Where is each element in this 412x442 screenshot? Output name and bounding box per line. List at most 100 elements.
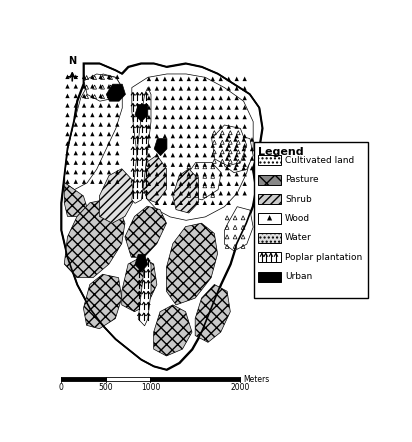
Polygon shape — [171, 95, 175, 100]
Polygon shape — [194, 200, 199, 205]
Polygon shape — [90, 132, 94, 136]
Polygon shape — [82, 132, 86, 136]
Polygon shape — [171, 172, 175, 176]
Polygon shape — [66, 75, 70, 79]
Polygon shape — [155, 143, 159, 148]
Polygon shape — [155, 124, 159, 129]
Polygon shape — [241, 156, 246, 161]
Polygon shape — [155, 105, 159, 110]
Polygon shape — [74, 132, 78, 136]
Polygon shape — [171, 86, 175, 91]
Polygon shape — [234, 105, 239, 110]
Polygon shape — [107, 179, 111, 184]
Polygon shape — [203, 143, 207, 148]
Text: Water: Water — [285, 233, 311, 242]
Polygon shape — [179, 133, 183, 138]
Polygon shape — [194, 86, 199, 91]
Text: 500: 500 — [98, 383, 113, 392]
Polygon shape — [211, 76, 215, 81]
Polygon shape — [211, 114, 215, 119]
Polygon shape — [82, 84, 86, 88]
Polygon shape — [115, 75, 119, 79]
Polygon shape — [107, 132, 111, 136]
Polygon shape — [227, 86, 231, 91]
Polygon shape — [179, 95, 183, 100]
Polygon shape — [227, 200, 231, 205]
Polygon shape — [194, 162, 199, 167]
Polygon shape — [82, 141, 86, 146]
Text: 0: 0 — [59, 383, 63, 392]
Text: Meters: Meters — [244, 374, 270, 384]
Polygon shape — [98, 179, 103, 184]
Polygon shape — [194, 133, 199, 138]
Polygon shape — [74, 103, 78, 108]
Polygon shape — [107, 75, 111, 79]
Polygon shape — [147, 172, 151, 176]
Polygon shape — [234, 191, 239, 195]
Polygon shape — [233, 137, 238, 142]
Polygon shape — [155, 191, 159, 195]
Polygon shape — [90, 122, 94, 127]
Polygon shape — [234, 133, 239, 138]
Polygon shape — [187, 191, 191, 195]
Polygon shape — [243, 143, 247, 148]
Polygon shape — [203, 114, 207, 119]
Polygon shape — [171, 124, 175, 129]
Polygon shape — [66, 132, 70, 136]
Text: Cultivated land: Cultivated land — [285, 156, 354, 165]
Polygon shape — [98, 113, 103, 117]
Polygon shape — [90, 84, 94, 88]
Polygon shape — [66, 179, 70, 184]
Polygon shape — [98, 84, 103, 88]
Polygon shape — [98, 122, 103, 127]
Polygon shape — [171, 153, 175, 157]
Polygon shape — [187, 172, 191, 176]
Polygon shape — [90, 103, 94, 108]
Polygon shape — [82, 179, 86, 184]
Polygon shape — [211, 124, 215, 129]
Polygon shape — [147, 153, 151, 157]
Polygon shape — [66, 122, 70, 127]
Text: Wood: Wood — [285, 214, 310, 223]
Polygon shape — [90, 94, 94, 98]
Polygon shape — [163, 124, 167, 129]
Polygon shape — [250, 147, 254, 151]
Polygon shape — [243, 153, 247, 157]
Polygon shape — [203, 86, 207, 91]
Polygon shape — [194, 153, 199, 157]
Polygon shape — [203, 181, 207, 186]
Polygon shape — [219, 86, 223, 91]
Polygon shape — [203, 162, 207, 167]
Polygon shape — [82, 103, 86, 108]
Polygon shape — [155, 181, 159, 186]
Polygon shape — [225, 137, 229, 142]
Bar — [150, 377, 240, 381]
Polygon shape — [243, 105, 247, 110]
Polygon shape — [171, 200, 175, 205]
Polygon shape — [234, 153, 239, 157]
Polygon shape — [171, 114, 175, 119]
Polygon shape — [98, 151, 103, 155]
Polygon shape — [203, 124, 207, 129]
Polygon shape — [98, 94, 103, 98]
Polygon shape — [98, 132, 103, 136]
Polygon shape — [179, 86, 183, 91]
Polygon shape — [107, 84, 111, 88]
Polygon shape — [179, 191, 183, 195]
Polygon shape — [66, 94, 70, 98]
Polygon shape — [147, 105, 151, 110]
Polygon shape — [227, 124, 231, 129]
Polygon shape — [179, 105, 183, 110]
Polygon shape — [171, 76, 175, 81]
Polygon shape — [211, 105, 215, 110]
Polygon shape — [243, 95, 247, 100]
Bar — [254, 141, 368, 298]
Polygon shape — [163, 172, 167, 176]
Polygon shape — [233, 156, 238, 161]
Polygon shape — [163, 114, 167, 119]
Text: Urban: Urban — [285, 272, 312, 281]
Polygon shape — [163, 76, 167, 81]
Polygon shape — [115, 94, 119, 98]
Polygon shape — [267, 215, 272, 221]
Polygon shape — [250, 137, 254, 142]
